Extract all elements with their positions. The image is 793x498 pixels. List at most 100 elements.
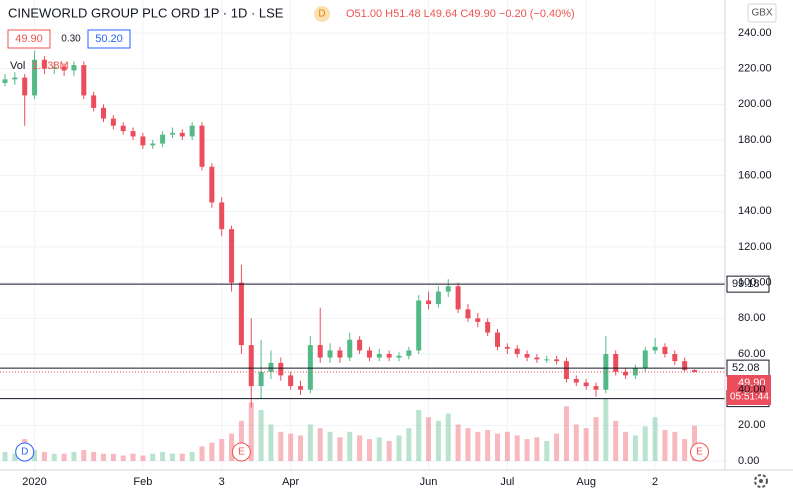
candle-body <box>61 66 67 71</box>
candle-body <box>268 362 274 372</box>
volume-bar <box>465 428 471 461</box>
y-tick-label: 220.00 <box>738 63 772 75</box>
event-marker <box>15 442 35 462</box>
volume-bar <box>179 453 185 461</box>
event-marker <box>231 442 251 462</box>
x-tick-label: Feb <box>133 476 152 488</box>
candle-body <box>298 386 303 390</box>
volume-bar <box>593 417 599 461</box>
candle-body <box>22 77 28 96</box>
y-tick-label: 60.00 <box>738 348 766 360</box>
volume-bar <box>662 430 668 461</box>
volume-bar <box>435 420 441 461</box>
volume-bar <box>632 435 638 461</box>
candle-body <box>534 357 540 360</box>
volume-bar <box>524 439 530 461</box>
candle-body <box>435 291 441 305</box>
volume-bar <box>41 451 47 461</box>
x-tick-label: Jun <box>420 476 438 488</box>
candle-body <box>652 346 658 351</box>
volume-bar <box>534 437 540 461</box>
chart-title: CINEWORLD GROUP PLC ORD 1P · 1D · LSE <box>8 5 284 20</box>
volume-bar <box>406 428 412 461</box>
volume-bar <box>81 450 87 461</box>
volume-bar <box>32 450 38 461</box>
candle-body <box>524 354 530 358</box>
volume-bar <box>219 439 225 461</box>
candle-body <box>199 125 205 167</box>
volume-bar <box>426 417 432 461</box>
candle-body <box>514 348 520 354</box>
ask-box[interactable] <box>87 29 131 49</box>
y-tick-label: 180.00 <box>738 134 772 146</box>
bid-box[interactable] <box>7 29 51 49</box>
y-tick-label: 40.00 <box>738 384 766 396</box>
volume-bar <box>91 451 97 461</box>
candle-body <box>81 65 87 96</box>
candle-body <box>366 350 372 358</box>
gear <box>754 474 768 488</box>
candle-body <box>51 66 57 69</box>
event-marker <box>690 442 709 462</box>
candle-body <box>238 282 244 346</box>
candle-body <box>632 368 638 376</box>
volume-bar <box>682 439 688 461</box>
last-price-label: 49.90 <box>738 377 766 389</box>
candle-body <box>110 118 116 126</box>
hline-label-bg <box>726 275 770 293</box>
y-tick-label: 140.00 <box>738 205 772 217</box>
volume-bar <box>554 433 560 461</box>
candle-body <box>248 345 254 387</box>
y-tick-label: 200.00 <box>738 98 772 110</box>
volume-bar <box>110 453 116 461</box>
volume-bar <box>298 435 303 461</box>
candle-body <box>347 339 353 358</box>
candle-body <box>396 355 402 358</box>
event-label: E <box>238 447 245 458</box>
volume-bar <box>504 431 510 461</box>
candles <box>2 50 697 408</box>
candle-body <box>603 354 609 390</box>
candle-body <box>623 371 629 376</box>
volume-bar <box>376 437 382 461</box>
candle-body <box>258 371 264 387</box>
y-tick-label: 240.00 <box>738 27 772 39</box>
candle-body <box>32 59 38 96</box>
candle-body <box>179 132 185 137</box>
candle-body <box>337 350 343 358</box>
candle-body <box>662 346 668 354</box>
volume-bar <box>258 409 264 461</box>
volume-bar <box>101 453 106 461</box>
event-label: E <box>696 447 703 458</box>
volume-bar <box>140 455 146 461</box>
event-label: D <box>21 447 28 458</box>
bid: 49.90 <box>15 33 43 45</box>
y-tick-label: 20.00 <box>738 419 766 431</box>
volume-bar <box>2 451 8 461</box>
currency: GBX <box>751 8 772 19</box>
candle-body <box>160 134 166 144</box>
candle-body <box>573 378 579 383</box>
currency-button[interactable] <box>747 3 777 23</box>
volume-bar <box>12 453 18 461</box>
volume-bar <box>563 406 569 461</box>
y-tick-label: 120.00 <box>738 241 772 253</box>
volume-bar <box>386 440 392 461</box>
candle-body <box>682 361 688 371</box>
volume-bar <box>573 424 579 461</box>
volume-bar <box>485 430 491 461</box>
gear-center <box>759 479 763 483</box>
candle-body <box>642 350 648 369</box>
volume-bar <box>396 435 402 461</box>
candle-body <box>307 345 313 390</box>
volume-bar <box>603 399 609 461</box>
volume-bar <box>672 431 678 461</box>
volume-bar <box>150 453 156 461</box>
volume-bar <box>416 409 422 461</box>
candle-body <box>140 136 146 146</box>
candle-body <box>150 143 156 146</box>
candle-body <box>416 300 422 351</box>
volume-bar <box>278 431 284 461</box>
settings-icon[interactable] <box>754 474 768 488</box>
